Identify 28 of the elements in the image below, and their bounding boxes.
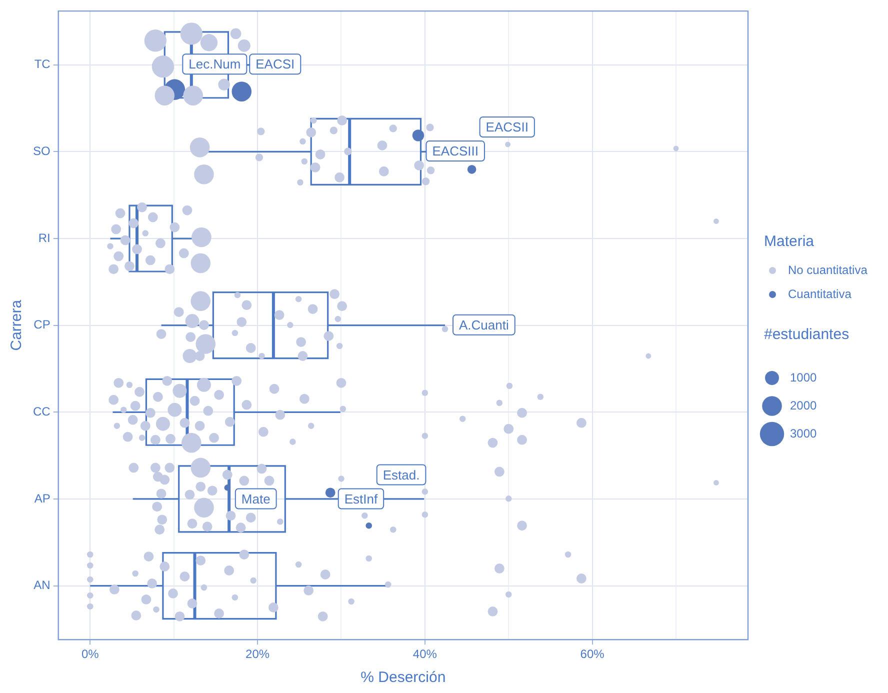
y-tick-label: TC (34, 57, 51, 72)
x-axis-title: % Deserción (360, 669, 446, 686)
legend-label: 2000 (790, 398, 818, 412)
legend-label: 1000 (790, 370, 818, 384)
x-tick-label: 40% (412, 647, 438, 662)
y-tick-label: CP (34, 318, 50, 332)
y-tick-label: AP (34, 491, 50, 506)
annotation: Mate (241, 491, 270, 506)
x-tick-label: 0% (81, 647, 100, 662)
legend-title: Materia (764, 233, 816, 250)
annotation: A.Cuanti (459, 317, 509, 332)
annotation: EACSII (486, 120, 528, 135)
legend-label: No cuantitativa (788, 263, 868, 277)
legend-label: Cuantitativa (788, 287, 852, 301)
annotation: Lec.Num (188, 56, 241, 72)
text: #estudiantes (764, 326, 850, 343)
y-tick-label: SO (32, 144, 50, 158)
x-tick-label: 60% (580, 647, 605, 662)
annotation: EACSI (256, 56, 295, 72)
y-tick-label: CC (32, 404, 51, 418)
annotation: EACSIII (432, 144, 478, 159)
y-tick-label: AN (34, 578, 50, 592)
y-axis-title: Carrera (8, 299, 26, 351)
y-tick-label: RI (38, 230, 50, 245)
annotation: Estad. (382, 467, 420, 482)
legend-label: 3000 (790, 426, 818, 440)
x-tick-label: 20% (246, 647, 270, 662)
annotation: EstInf (344, 491, 378, 506)
